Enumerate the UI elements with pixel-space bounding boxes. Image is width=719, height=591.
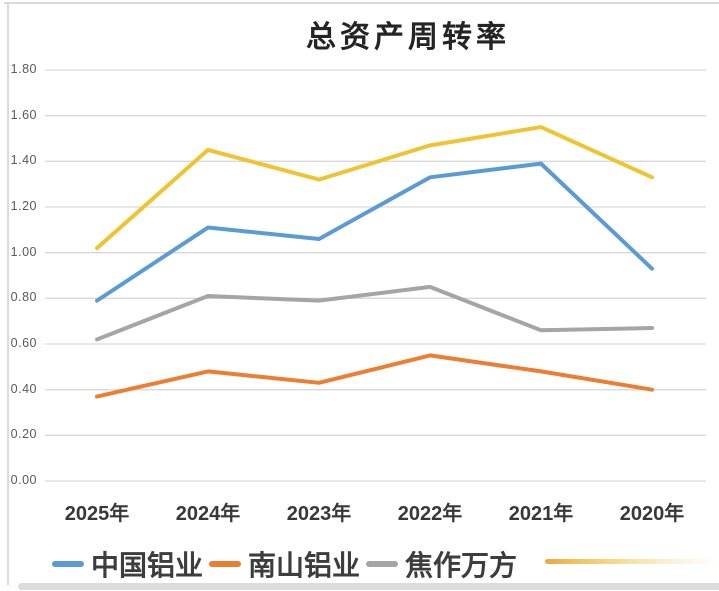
legend-swatch	[52, 561, 84, 567]
x-axis-label: 2021年	[508, 503, 574, 525]
y-tick-label: 0.00	[10, 473, 37, 487]
x-axis-label: 2023年	[286, 503, 352, 525]
legend-label: 焦作万方	[405, 549, 518, 582]
legend-swatch	[209, 561, 242, 567]
x-axis-label: 2020年	[619, 503, 685, 525]
x-axis-label: 2024年	[175, 503, 241, 525]
y-tick-label: 1.20	[10, 199, 37, 213]
bottom-divider-bar	[18, 583, 719, 590]
y-tick-label: 0.60	[10, 336, 37, 350]
top-border	[4, 2, 719, 4]
legend-label: 南山铝业	[248, 549, 361, 582]
y-tick-label: 1.60	[10, 107, 37, 122]
legend-item: 焦作万方	[366, 544, 523, 584]
left-border	[7, 2, 9, 585]
y-tick-label: 1.40	[10, 153, 37, 168]
y-tick-label: 0.40	[10, 381, 37, 396]
legend-label: 中国铝业	[91, 549, 204, 582]
x-axis-label: 2025年	[64, 503, 130, 525]
series-line-南山铝业	[95, 353, 654, 399]
x-axis-label: 2022年	[397, 503, 463, 525]
legend-item: 中国铝业	[52, 544, 209, 584]
legend-swatch	[366, 561, 399, 567]
chart-legend: 中国铝业 南山铝业 焦作万方	[52, 545, 523, 583]
series-line-中国铝业	[95, 161, 654, 303]
y-tick-label: 1.00	[10, 244, 37, 259]
series-line-unnamed-3	[95, 125, 654, 251]
y-tick-label: 0.80	[10, 290, 37, 305]
legend-truncated-series-marker	[545, 559, 717, 564]
chart-title: 总资产周转率	[306, 20, 510, 55]
series-line-焦作万方	[95, 284, 654, 342]
y-tick-label: 0.20	[10, 427, 37, 442]
legend-item: 南山铝业	[209, 544, 366, 584]
y-tick-label: 1.80	[10, 62, 37, 76]
